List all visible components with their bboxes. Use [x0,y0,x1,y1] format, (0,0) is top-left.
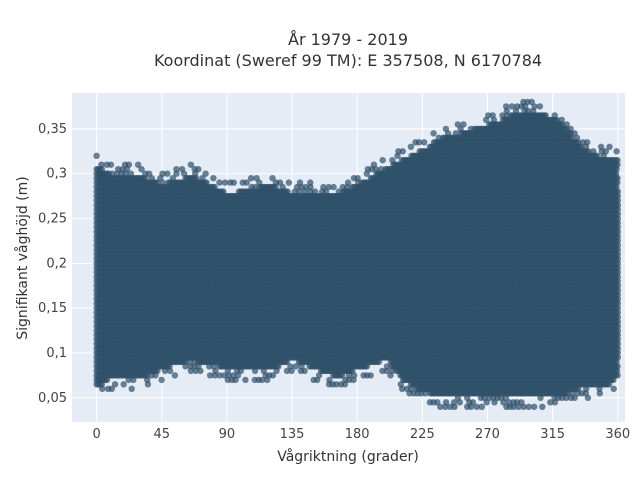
data-point [469,399,477,406]
data-point [437,403,444,410]
chart-subtitle: Koordinat (Sweref 99 TM): E 357508, N 61… [154,51,542,70]
data-point [513,399,521,406]
data-point [158,376,165,384]
data-point [539,403,546,410]
data-point [510,403,517,410]
data-point [473,403,480,410]
data-point [518,399,525,406]
data-point [610,385,617,392]
data-points [93,98,621,410]
data-point [367,372,374,379]
data-point [108,385,116,392]
data-point [434,399,441,406]
data-point [242,376,249,384]
data-point [111,381,119,388]
data-point [547,399,554,406]
data-point [506,399,513,406]
chart-title: År 1979 - 2019 [288,30,408,49]
data-point [120,381,127,388]
data-point [442,399,450,406]
data-point [333,381,340,388]
data-point [450,399,458,406]
data-point [525,403,532,410]
data-point [531,403,538,410]
data-point [128,385,135,392]
data-point [171,372,179,379]
data-point [478,403,485,410]
